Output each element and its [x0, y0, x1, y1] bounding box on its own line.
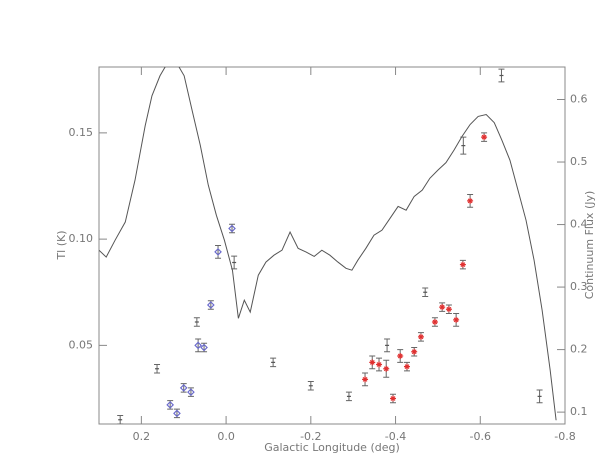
y2-tick-label: 0.4 — [570, 218, 588, 231]
data-point — [187, 387, 195, 397]
marker — [194, 341, 202, 350]
marker — [445, 306, 452, 313]
data-point — [459, 259, 466, 270]
y-tick-label: 0.05 — [69, 338, 94, 351]
data-point — [460, 136, 467, 155]
marker — [166, 401, 175, 409]
data-point — [422, 287, 429, 297]
data-point — [166, 400, 175, 410]
data-point — [390, 393, 397, 404]
data-point — [369, 355, 376, 370]
flux-line — [99, 67, 557, 421]
data-point — [270, 357, 277, 368]
marker — [481, 134, 488, 141]
marker — [369, 359, 376, 366]
data-point — [200, 342, 208, 353]
marker — [228, 224, 236, 233]
error-bar — [215, 245, 222, 259]
data-point — [467, 194, 474, 208]
data-point — [193, 317, 200, 327]
data-point — [179, 383, 188, 393]
marker — [397, 353, 404, 359]
data-point — [384, 338, 391, 353]
data-point — [403, 361, 410, 372]
data-point — [536, 389, 543, 404]
marker — [403, 363, 410, 370]
data-point — [307, 381, 314, 391]
marker — [179, 384, 188, 392]
x-tick-label: 0.2 — [133, 430, 151, 443]
data-point — [206, 300, 215, 310]
y2-tick-label: 0.1 — [570, 405, 588, 418]
marker — [214, 248, 222, 256]
data-point — [345, 391, 352, 402]
plot-area — [99, 67, 557, 424]
data-point — [431, 317, 438, 327]
data-point — [481, 132, 488, 142]
y-axis-label: Tl (K) — [55, 230, 68, 260]
data-point — [453, 313, 460, 327]
marker — [187, 388, 195, 396]
data-point — [173, 408, 181, 419]
marker — [453, 316, 460, 323]
data-point — [154, 364, 161, 374]
x-tick-label: 0.0 — [217, 430, 235, 443]
data-point — [214, 245, 222, 259]
marker — [383, 365, 390, 372]
data-point — [362, 372, 369, 387]
data-point — [439, 302, 446, 312]
marker — [390, 395, 397, 402]
y2-axis-label: Continuum Flux (Jy) — [583, 191, 596, 300]
data-point — [117, 415, 124, 424]
data-point — [383, 359, 390, 378]
marker — [417, 333, 424, 340]
marker — [362, 376, 369, 383]
marker — [467, 197, 474, 204]
marker — [173, 409, 181, 418]
error-bar — [195, 338, 202, 353]
marker — [459, 261, 466, 268]
y2-tick-label: 0.5 — [570, 155, 588, 168]
marker — [376, 361, 383, 368]
data-point — [376, 357, 383, 372]
y2-tick-label: 0.2 — [570, 343, 588, 356]
marker — [439, 304, 446, 311]
x-axis-label: Galactic Longitude (deg) — [264, 441, 400, 454]
x-tick-label: -0.2 — [300, 430, 321, 443]
x-tick-label: -0.4 — [385, 430, 406, 443]
y2-tick-label: 0.6 — [570, 93, 588, 106]
data-point — [397, 349, 404, 363]
marker — [200, 343, 208, 352]
marker — [411, 348, 418, 355]
data-point — [194, 338, 202, 353]
marker — [206, 301, 215, 309]
data-point — [228, 223, 236, 234]
y2-tick-label: 0.3 — [570, 280, 588, 293]
marker — [431, 319, 438, 325]
data-point — [417, 332, 424, 342]
x-tick-label: -0.6 — [470, 430, 491, 443]
data-point — [411, 347, 418, 357]
data-point — [445, 304, 452, 314]
x-tick-label: -0.8 — [554, 430, 575, 443]
plot-frame — [98, 66, 566, 425]
data-point — [498, 68, 505, 83]
y-tick-label: 0.10 — [69, 232, 94, 245]
y-tick-label: 0.15 — [69, 126, 94, 139]
